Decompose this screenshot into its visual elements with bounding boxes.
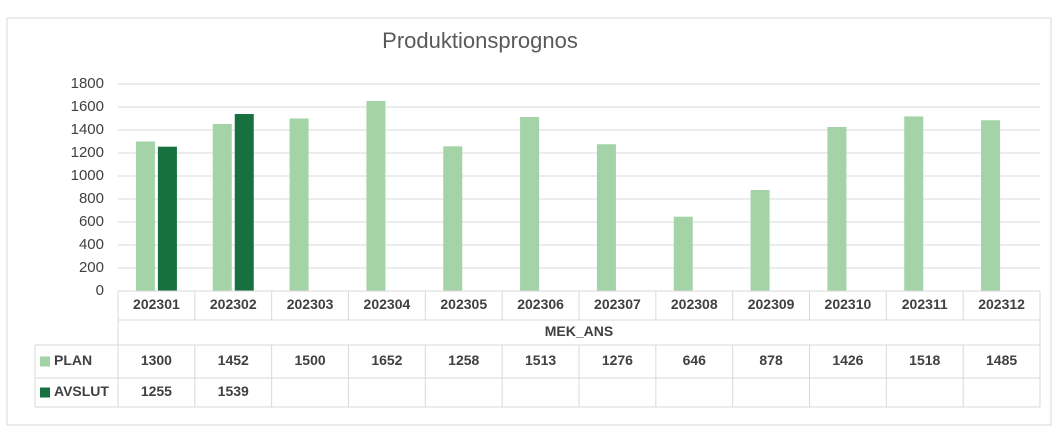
y-tick-label: 1400 <box>71 121 104 138</box>
bar <box>520 117 540 291</box>
x-tick-label: 202304 <box>364 296 411 312</box>
table-value: 1513 <box>525 352 556 368</box>
table-value: 1452 <box>218 352 249 368</box>
x-tick-label: 202307 <box>594 296 641 312</box>
x-tick-label: 202311 <box>902 296 948 312</box>
bar <box>212 124 232 292</box>
bar <box>234 114 254 291</box>
bar <box>596 144 616 291</box>
y-tick-label: 600 <box>79 213 104 230</box>
x-tick-label: 202306 <box>517 296 564 312</box>
chart-title: Produktionsprognos <box>382 28 578 53</box>
bar <box>827 127 847 291</box>
y-tick-label: 0 <box>96 282 104 299</box>
table-value: 1539 <box>218 383 249 399</box>
x-tick-label: 202305 <box>440 296 487 312</box>
x-tick-label: 202310 <box>825 296 872 312</box>
legend-swatch <box>40 356 50 367</box>
x-tick-label: 202301 <box>133 296 180 312</box>
table-value: 1426 <box>832 352 863 368</box>
x-tick-label: 202312 <box>978 296 1025 312</box>
bar <box>135 141 155 291</box>
y-tick-label: 200 <box>79 259 104 276</box>
x-tick-label: 202308 <box>671 296 718 312</box>
x-tick-label: 202302 <box>210 296 257 312</box>
y-tick-label: 1600 <box>71 98 104 115</box>
legend-label: AVSLUT <box>54 383 109 399</box>
bar <box>904 116 924 292</box>
x-axis-title: MEK_ANS <box>545 323 613 339</box>
table-value: 1500 <box>295 352 326 368</box>
x-tick-label: 202309 <box>748 296 795 312</box>
table-value: 1276 <box>602 352 633 368</box>
table-value: 1258 <box>448 352 479 368</box>
table-value: 1485 <box>986 352 1017 368</box>
x-tick-label: 202303 <box>287 296 334 312</box>
legend-swatch <box>40 387 50 398</box>
table-value: 1300 <box>141 352 172 368</box>
bar <box>157 146 177 291</box>
bar <box>750 190 770 291</box>
table-value: 646 <box>683 352 707 368</box>
y-tick-label: 1200 <box>71 144 104 161</box>
legend-label: PLAN <box>54 352 92 368</box>
y-tick-label: 800 <box>79 190 104 207</box>
bar <box>366 101 386 292</box>
y-tick-label: 1000 <box>71 167 104 184</box>
table-value: 1255 <box>141 383 172 399</box>
table-value: 878 <box>759 352 783 368</box>
table-value: 1652 <box>371 352 402 368</box>
bar <box>289 118 309 291</box>
bar <box>673 216 693 291</box>
y-tick-label: 1800 <box>71 75 104 92</box>
bar <box>443 146 463 291</box>
bar <box>981 120 1001 291</box>
y-tick-label: 400 <box>79 236 104 253</box>
table-value: 1518 <box>909 352 940 368</box>
